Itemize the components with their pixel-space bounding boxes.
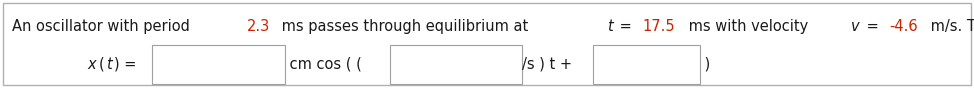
Text: 2.3: 2.3 bbox=[247, 19, 271, 34]
Text: ms passes through equilibrium at: ms passes through equilibrium at bbox=[278, 19, 533, 34]
Text: v: v bbox=[850, 19, 859, 34]
Text: ) =: ) = bbox=[114, 57, 140, 72]
Text: x: x bbox=[88, 57, 96, 72]
Text: (: ( bbox=[98, 57, 104, 72]
Text: t: t bbox=[608, 19, 613, 34]
Text: =: = bbox=[862, 19, 883, 34]
Text: 17.5: 17.5 bbox=[642, 19, 675, 34]
Text: An oscillator with period: An oscillator with period bbox=[12, 19, 194, 34]
Text: =: = bbox=[615, 19, 636, 34]
Text: ): ) bbox=[700, 57, 710, 72]
Text: t: t bbox=[106, 57, 112, 72]
FancyBboxPatch shape bbox=[390, 44, 522, 84]
Text: /s ) t +: /s ) t + bbox=[522, 57, 577, 72]
Text: -4.6: -4.6 bbox=[889, 19, 918, 34]
Text: m/s. The equation of the oscillator's motion is: m/s. The equation of the oscillator's mo… bbox=[926, 19, 974, 34]
Text: cm cos ( (: cm cos ( ( bbox=[284, 57, 366, 72]
FancyBboxPatch shape bbox=[593, 44, 700, 84]
Text: ms with velocity: ms with velocity bbox=[685, 19, 813, 34]
FancyBboxPatch shape bbox=[152, 44, 284, 84]
